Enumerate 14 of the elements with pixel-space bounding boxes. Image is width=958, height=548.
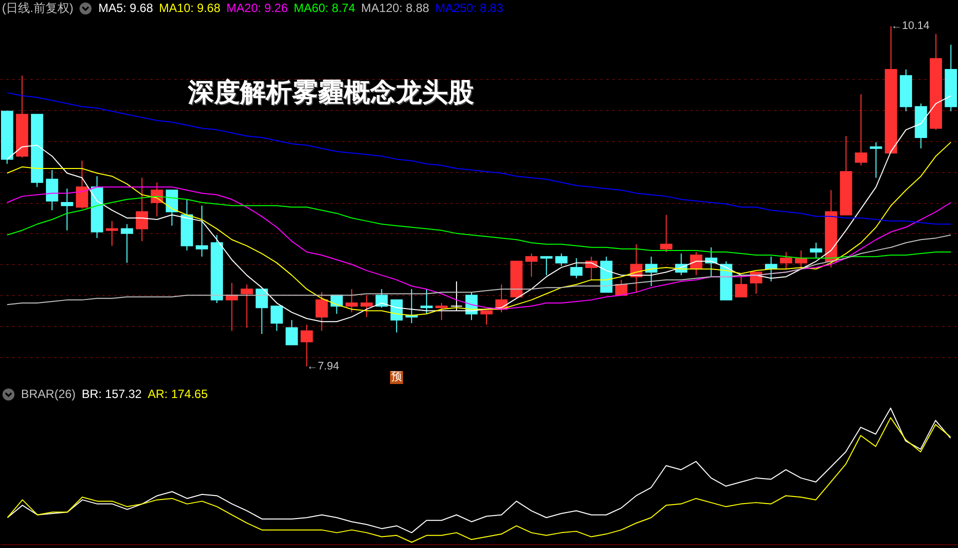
text: BR: 157.32: [82, 387, 142, 401]
text: 深度解析雾霾概念龙头股: [188, 77, 474, 110]
text: AR: 174.65: [148, 387, 208, 401]
text: MA5: 9.68: [98, 1, 154, 15]
text: MA250: 8.83: [435, 1, 504, 15]
chart-subtitle: (日线.前复权): [2, 0, 74, 16]
annotation: 预: [390, 371, 403, 384]
annotation: ←10.14: [890, 20, 930, 32]
text: MA60: 8.74: [294, 1, 356, 15]
text: MA20: 9.26: [226, 1, 288, 15]
text: MA120: 8.88: [361, 1, 430, 15]
annotation: ←7.94: [306, 360, 340, 372]
text: MA10: 9.68: [159, 1, 220, 15]
chart-title: BRAR(26): [21, 387, 76, 401]
